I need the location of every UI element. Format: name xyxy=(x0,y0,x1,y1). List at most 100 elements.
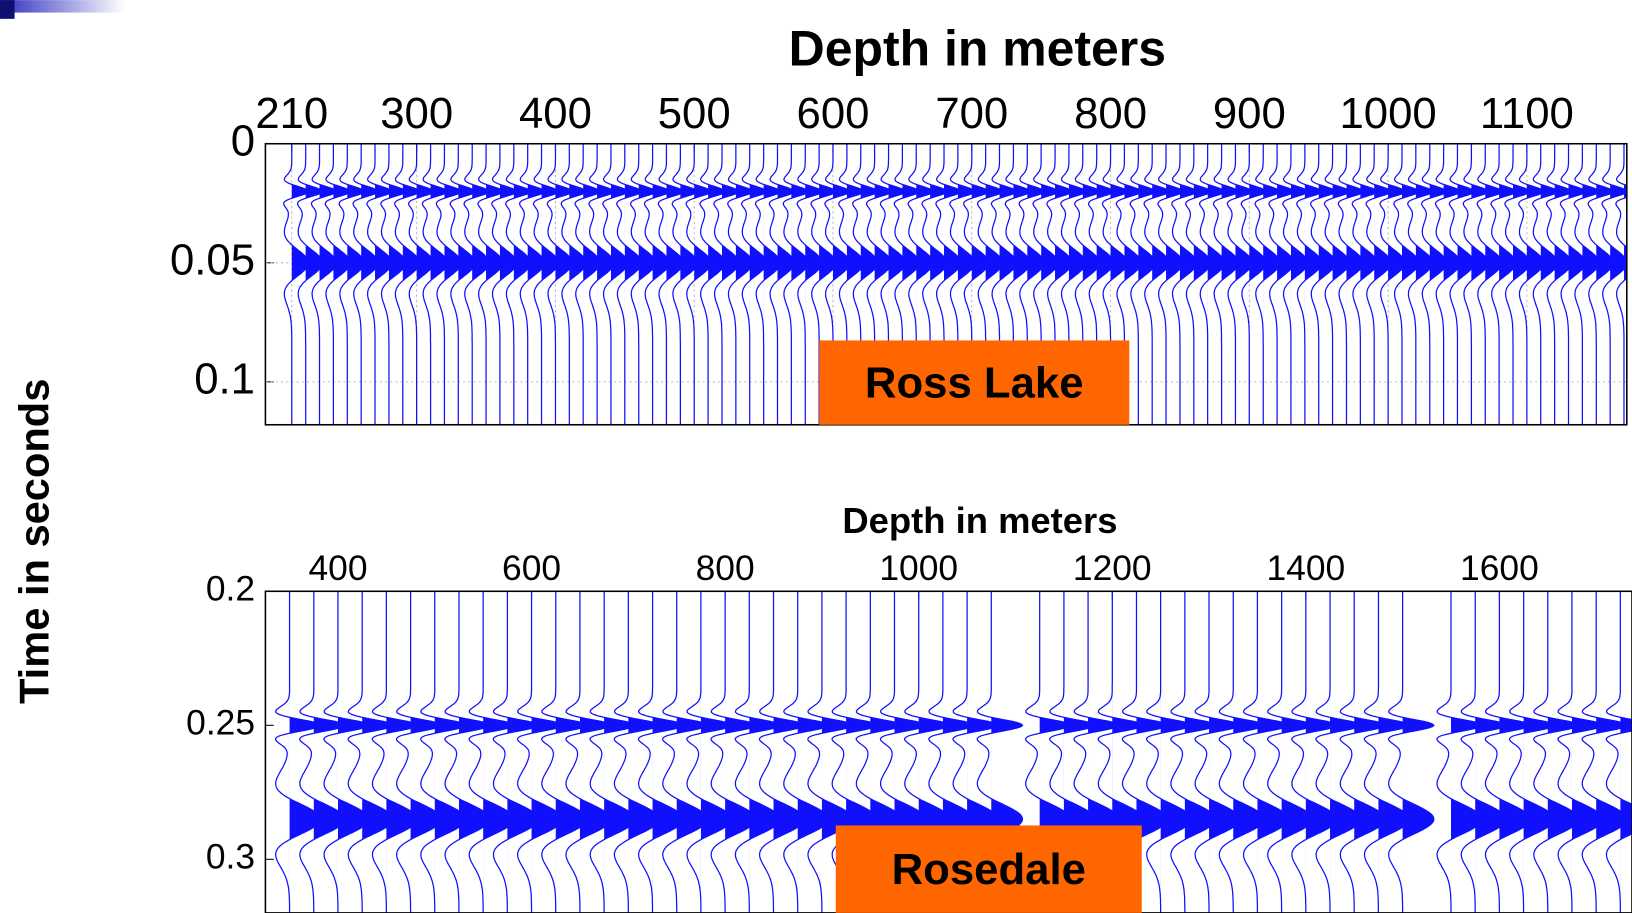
annotation: Rosedale xyxy=(892,845,1086,894)
trace xyxy=(492,591,540,913)
trace-fill xyxy=(337,591,370,913)
trace xyxy=(352,143,379,425)
annotation-box xyxy=(835,825,1142,913)
trace-fill xyxy=(410,591,442,913)
trace xyxy=(1421,143,1448,425)
trace xyxy=(1379,143,1406,425)
trace-fill xyxy=(1281,591,1313,913)
trace xyxy=(1531,143,1558,425)
trace xyxy=(588,143,615,425)
trace xyxy=(282,143,310,425)
trace xyxy=(407,143,434,425)
trace xyxy=(394,143,421,425)
trace-fill xyxy=(1184,591,1217,913)
trace-fill xyxy=(1209,591,1241,913)
trace-fill xyxy=(1547,591,1580,913)
trace-fill xyxy=(1257,591,1289,913)
trace-fill xyxy=(1523,591,1555,913)
y-tick-label: 0 xyxy=(231,116,255,165)
y-axis-label: Time in seconds xyxy=(10,379,57,704)
y-tick-label: 0.05 xyxy=(170,235,255,284)
x-tick-label: 800 xyxy=(696,549,755,588)
trace xyxy=(1218,591,1266,913)
trace-fill xyxy=(604,591,636,913)
corner-decoration xyxy=(0,0,15,19)
trace xyxy=(435,143,462,425)
trace xyxy=(637,591,685,913)
trace xyxy=(1559,143,1586,425)
x-tick-label: 400 xyxy=(519,89,592,138)
trace-fill xyxy=(1330,591,1362,913)
trace-fill xyxy=(700,591,733,913)
trace xyxy=(574,143,601,425)
trace xyxy=(1407,143,1434,425)
trace xyxy=(1291,591,1338,913)
trace xyxy=(1605,591,1632,913)
trace xyxy=(727,143,754,425)
trace-fill xyxy=(458,591,491,913)
x-tick-label: 1000 xyxy=(879,549,958,588)
trace-fill xyxy=(362,591,394,913)
trace-fill xyxy=(773,591,805,913)
trace xyxy=(713,143,740,425)
trace-fill xyxy=(1499,591,1531,913)
trace xyxy=(1387,591,1435,913)
trace xyxy=(296,143,323,425)
trace xyxy=(546,143,573,425)
trace xyxy=(1337,143,1364,425)
trace xyxy=(477,143,504,425)
trace-fill xyxy=(652,591,684,913)
trace xyxy=(1484,591,1532,913)
trace xyxy=(1240,143,1267,425)
trace-fill xyxy=(676,591,708,913)
trace xyxy=(1145,591,1193,913)
annotation: Ross Lake xyxy=(865,358,1084,407)
trace xyxy=(540,591,588,913)
trace xyxy=(1508,591,1556,913)
trace xyxy=(1242,591,1290,913)
trace-fill xyxy=(1354,591,1386,913)
trace-fill xyxy=(289,591,321,913)
trace-fill xyxy=(821,591,854,913)
trace xyxy=(1296,143,1323,425)
x-tick-label: 1200 xyxy=(1073,549,1152,588)
trace xyxy=(299,591,346,913)
x-tick-label: 700 xyxy=(935,89,1008,138)
trace xyxy=(1587,143,1614,425)
trace xyxy=(1436,591,1484,913)
trace xyxy=(643,143,670,425)
y-tick-label: 0.1 xyxy=(194,354,255,403)
x-tick-label: 400 xyxy=(308,549,367,588)
trace-fill xyxy=(1475,591,1507,913)
trace xyxy=(347,591,395,913)
trace xyxy=(740,143,767,425)
trace xyxy=(1254,143,1281,425)
trace xyxy=(395,591,443,913)
trace xyxy=(1476,143,1503,425)
trace xyxy=(807,591,855,913)
trace xyxy=(274,591,322,913)
trace xyxy=(371,591,419,913)
trace xyxy=(1557,591,1605,913)
x-tick-label: 1100 xyxy=(1480,89,1574,138)
trace-fill xyxy=(434,591,466,913)
trace-fill xyxy=(386,591,418,913)
trace xyxy=(1309,143,1336,425)
trace xyxy=(1448,143,1475,425)
trace xyxy=(589,591,637,913)
trace xyxy=(560,143,587,425)
trace xyxy=(532,143,559,425)
trace xyxy=(768,143,795,425)
trace xyxy=(1157,143,1184,425)
y-tick-label: 0.25 xyxy=(186,704,255,743)
trace xyxy=(613,591,661,913)
annotation-box xyxy=(819,340,1130,425)
trace xyxy=(602,143,629,425)
trace xyxy=(1266,591,1314,913)
trace-fill xyxy=(1233,591,1265,913)
trace xyxy=(420,591,467,913)
trace xyxy=(1198,143,1225,425)
trace xyxy=(491,143,518,425)
trace xyxy=(1581,591,1629,913)
